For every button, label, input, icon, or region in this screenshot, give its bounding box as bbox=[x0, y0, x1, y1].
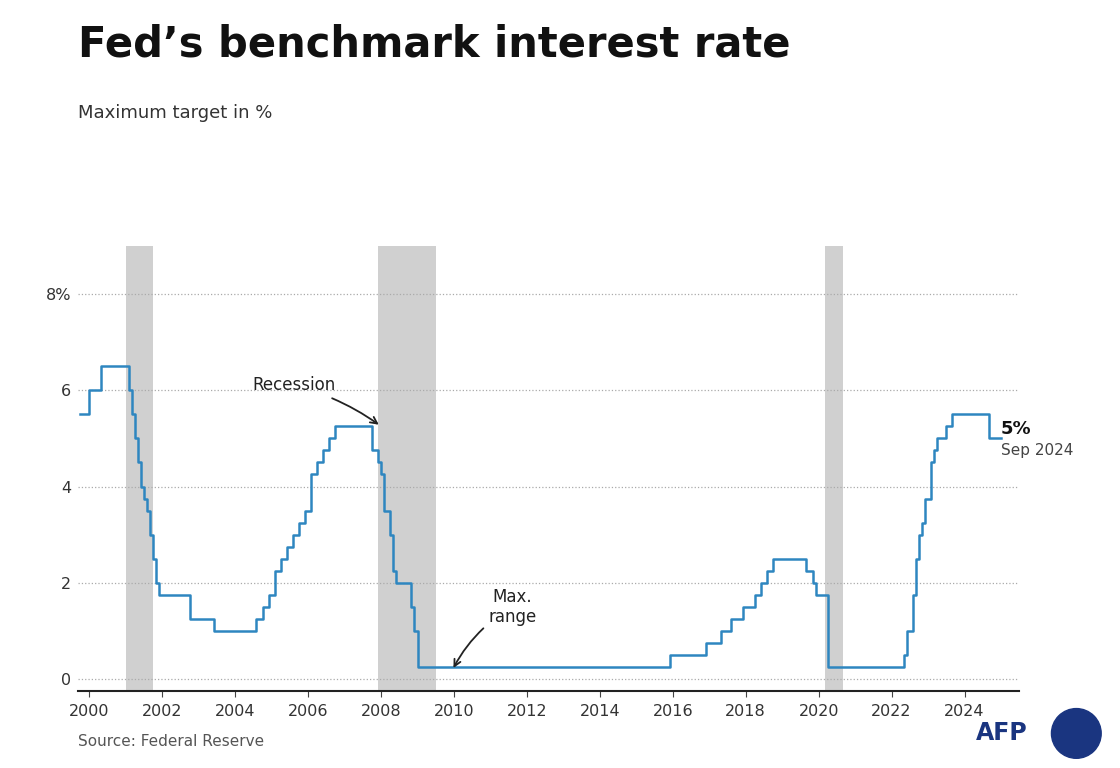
Bar bbox=[379, 246, 436, 691]
Text: AFP: AFP bbox=[976, 721, 1027, 746]
Text: Sep 2024: Sep 2024 bbox=[1001, 443, 1073, 458]
Text: 5%: 5% bbox=[1001, 420, 1032, 438]
Text: Source: Federal Reserve: Source: Federal Reserve bbox=[78, 733, 264, 749]
Bar bbox=[824, 246, 843, 691]
Bar bbox=[125, 246, 153, 691]
Text: Fed’s benchmark interest rate: Fed’s benchmark interest rate bbox=[78, 23, 791, 65]
Circle shape bbox=[1052, 709, 1101, 758]
Text: Recession: Recession bbox=[252, 376, 377, 423]
Text: Maximum target in %: Maximum target in % bbox=[78, 104, 273, 121]
Text: Max.
range: Max. range bbox=[455, 588, 536, 666]
